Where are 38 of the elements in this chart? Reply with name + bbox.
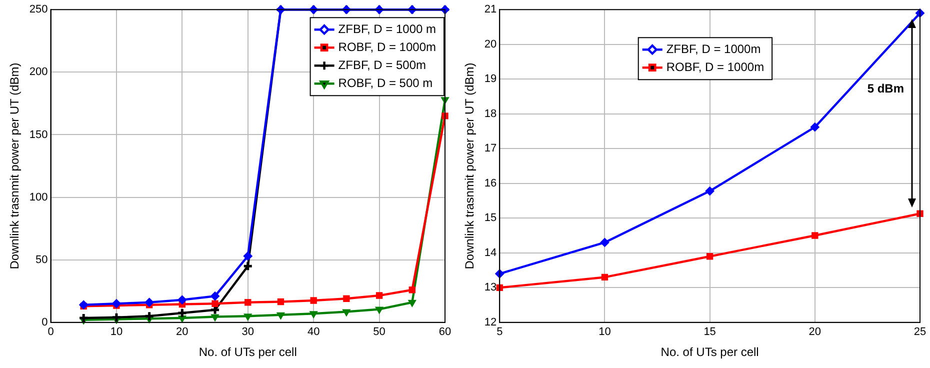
y-tick-label: 50 [36, 254, 48, 266]
x-tick-label: 50 [373, 326, 386, 338]
y-tick-label: 150 [29, 128, 48, 141]
legend-label: ROBF, D = 1000m [338, 40, 436, 54]
legend-label: ZFBF, D = 500m [338, 58, 426, 72]
x-axis-title: No. of UTs per cell [198, 345, 297, 360]
x-tick-label: 20 [176, 326, 188, 338]
legend-label: ZFBF, D = 1000m [666, 42, 761, 56]
y-tick-label: 100 [29, 191, 48, 204]
legend-label: ROBF, D = 500 m [338, 76, 433, 90]
y-tick-label: 21 [484, 4, 497, 16]
x-tick-label: 10 [110, 326, 123, 338]
y-tick-label: 16 [484, 177, 497, 190]
x-tick-label: 40 [307, 326, 320, 338]
annotation: 5 dBm [867, 82, 904, 96]
y-tick-label: 12 [484, 316, 497, 328]
x-tick-label: 30 [242, 326, 254, 338]
y-tick-label: 250 [29, 4, 48, 16]
x-axis-title: No. of UTs per cell [660, 345, 759, 360]
y-axis-title: Downlink trasnmit power per UT (dBm) [462, 62, 477, 270]
y-tick-label: 13 [484, 282, 497, 294]
x-tick-label: 20 [808, 326, 822, 338]
y-tick-label: 20 [484, 38, 497, 50]
x-tick-label: 15 [704, 326, 716, 338]
y-tick-label: 14 [484, 246, 497, 259]
y-tick-label: 19 [484, 73, 497, 86]
x-tick-label: 25 [914, 326, 926, 338]
x-tick-label: 5 [496, 326, 503, 338]
x-tick-label: 60 [438, 326, 452, 338]
y-tick-label: 18 [484, 108, 497, 120]
y-tick-label: 0 [42, 316, 48, 328]
x-tick-label: 10 [598, 326, 611, 338]
y-tick-label: 15 [484, 212, 497, 224]
legend-label: ZFBF, D = 1000 m [338, 22, 436, 36]
y-tick-label: 200 [29, 66, 48, 78]
legend-label: ROBF, D = 1000m [666, 60, 764, 74]
y-axis-title: Downlink trasnmit power per UT (dBm) [8, 62, 22, 270]
y-tick-label: 17 [484, 142, 497, 155]
